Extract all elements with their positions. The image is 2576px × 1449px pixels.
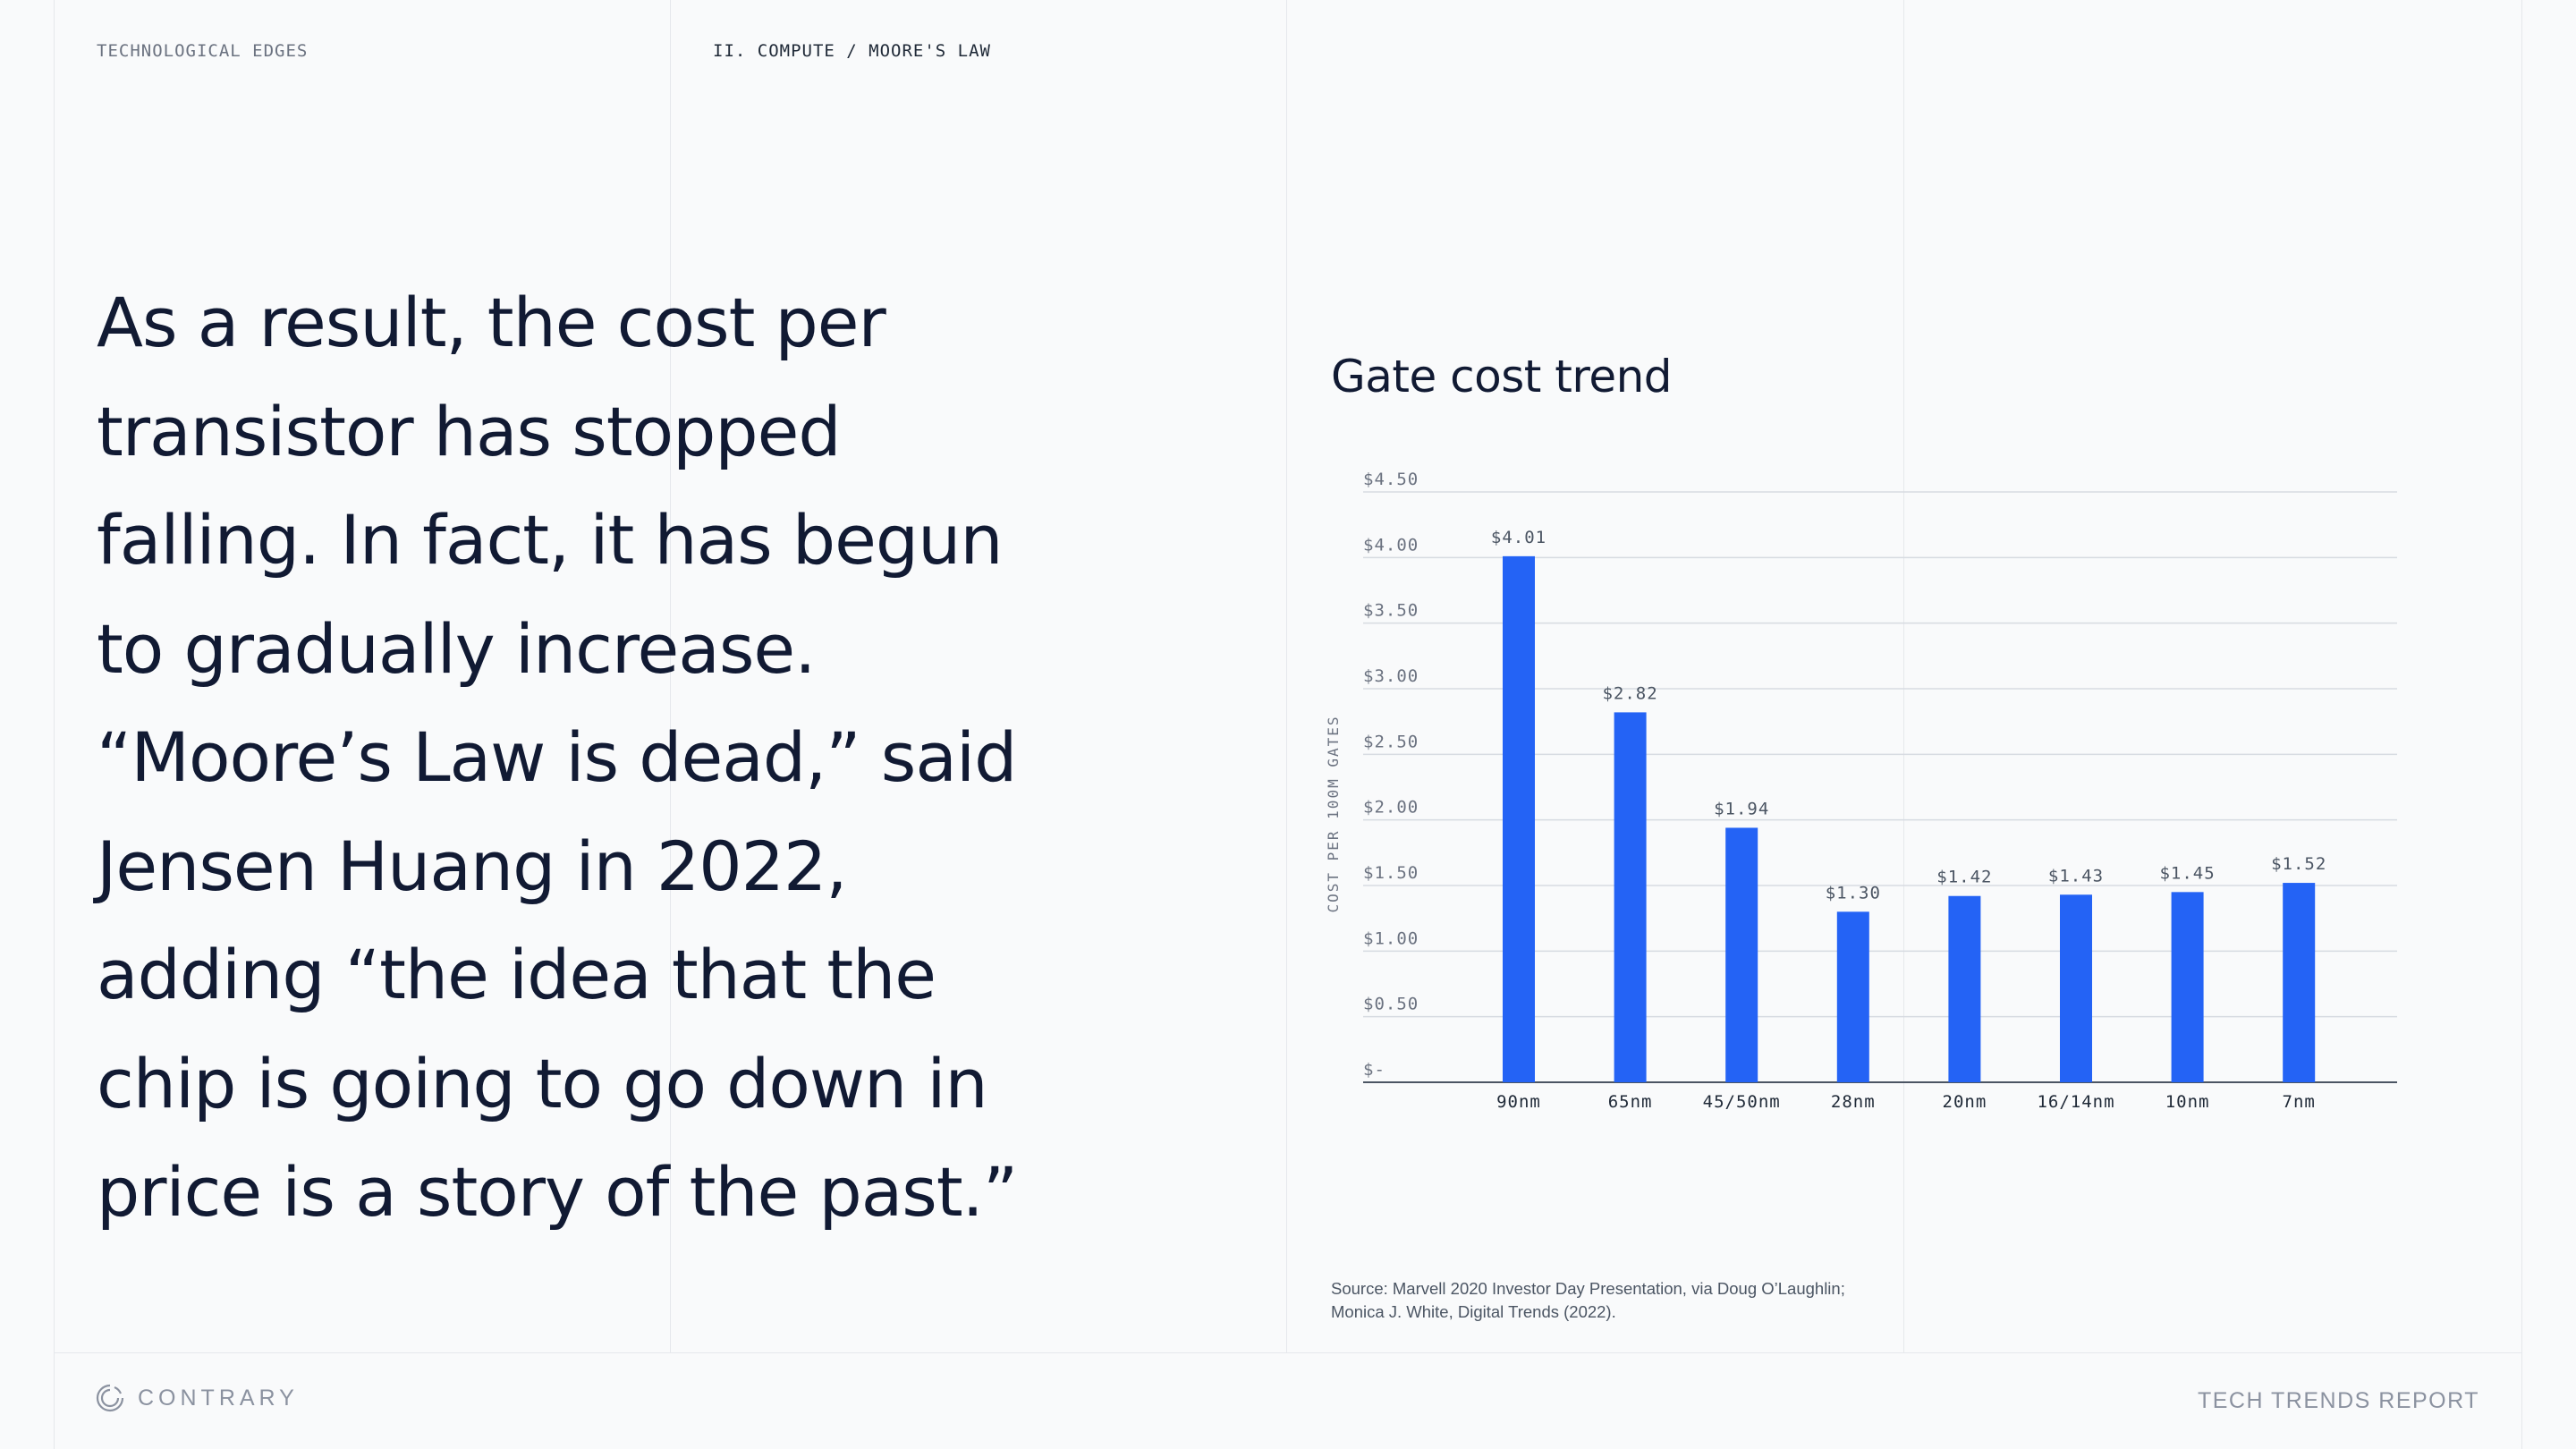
report-title: TECH TRENDS REPORT	[2197, 1388, 2479, 1413]
quote-line: As a result, the cost per	[97, 283, 886, 362]
y-tick-label: $4.50	[1363, 470, 1419, 489]
source-line: Source: Marvell 2020 Investor Day Presen…	[1331, 1279, 1845, 1298]
x-tick-label: 16/14nm	[2037, 1092, 2114, 1112]
bar	[1948, 895, 1981, 1082]
y-tick-label: $0.50	[1363, 995, 1419, 1014]
x-tick-label: 20nm	[1943, 1092, 1987, 1112]
bar	[2283, 883, 2316, 1082]
data-label: $1.43	[2048, 866, 2104, 886]
bar	[1836, 911, 1869, 1082]
quote-line: “Moore’s Law is dead,” said	[97, 717, 1017, 797]
quote-line: transistor has stopped	[97, 391, 842, 471]
quote-line: adding “the idea that the	[97, 935, 936, 1014]
quote-line: Jensen Huang in 2022,	[97, 826, 847, 906]
data-label: $1.30	[1826, 883, 1881, 902]
y-tick-label: $2.00	[1363, 798, 1419, 818]
contrary-logo-icon	[96, 1384, 124, 1412]
data-label: $2.82	[1602, 683, 1657, 703]
y-tick-label: $-	[1363, 1060, 1385, 1080]
data-label: $1.94	[1714, 799, 1769, 818]
grid-line-vertical	[2521, 0, 2522, 1449]
quote-line: price is a story of the past.”	[97, 1152, 1018, 1232]
x-tick-label: 45/50nm	[1703, 1092, 1781, 1112]
grid-line-vertical	[54, 0, 55, 1449]
bar	[1614, 712, 1647, 1082]
x-tick-label: 65nm	[1608, 1092, 1653, 1112]
data-label: $1.42	[1936, 868, 1992, 887]
quote-line: chip is going to go down in	[97, 1043, 988, 1123]
data-label: $1.52	[2271, 854, 2326, 874]
source-line: Monica J. White, Digital Trends (2022).	[1331, 1302, 1616, 1321]
brand-logo[interactable]: CONTRARY	[95, 1383, 299, 1413]
y-axis-title: COST PER 100M GATES	[1325, 715, 1342, 912]
quote-line: falling. In fact, it has begun	[97, 500, 1004, 580]
quote-text: As a result, the cost per transistor has…	[97, 268, 1080, 1247]
y-tick-label: $2.50	[1363, 732, 1419, 751]
section-label: TECHNOLOGICAL EDGES	[97, 41, 309, 61]
brand-name: CONTRARY	[138, 1385, 299, 1411]
y-tick-label: $3.00	[1363, 666, 1419, 686]
grid-line-vertical	[1903, 0, 1904, 1352]
bar	[2060, 894, 2092, 1082]
gate-cost-chart: $- $0.50 $1.00 $1.50 $2.00 $2.50 $3.00 $3.50 $4.…	[1325, 470, 2397, 1112]
bar	[2171, 892, 2204, 1082]
chart-title: Gate cost trend	[1331, 351, 1673, 402]
bar	[1503, 555, 1535, 1082]
y-tick-label: $4.00	[1363, 535, 1419, 555]
x-tick-label: 28nm	[1831, 1092, 1876, 1112]
data-label: $4.01	[1491, 528, 1546, 547]
breadcrumb: II. COMPUTE / MOORE'S LAW	[713, 41, 991, 61]
x-tick-label: 90nm	[1496, 1092, 1541, 1112]
grid-line-vertical	[1286, 0, 1287, 1352]
data-label: $1.45	[2159, 863, 2215, 883]
footer-divider	[54, 1352, 2522, 1353]
y-tick-label: $1.50	[1363, 863, 1419, 883]
y-tick-label: $3.50	[1363, 601, 1419, 621]
y-tick-label: $1.00	[1363, 928, 1419, 948]
x-tick-label: 7nm	[2283, 1092, 2316, 1112]
quote-line: to gradually increase.	[97, 608, 816, 689]
x-tick-label: 10nm	[2165, 1092, 2210, 1112]
chart-source: Source: Marvell 2020 Investor Day Presen…	[1331, 1277, 1957, 1324]
grid-line-vertical	[670, 0, 671, 1352]
bar	[1725, 827, 1758, 1082]
